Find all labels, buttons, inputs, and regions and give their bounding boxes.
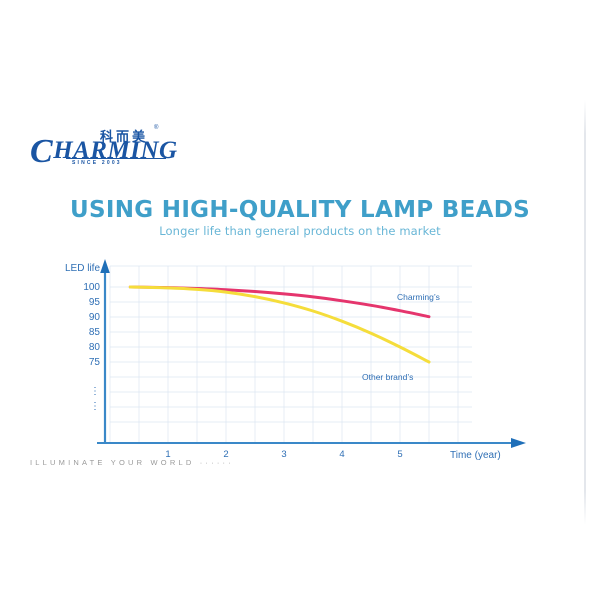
- x-tick-2: 2: [223, 449, 228, 460]
- charming-logo: CHARMING 科而美 ® SINCE 2003: [30, 125, 177, 170]
- page-subtitle: Longer life than general products on the…: [159, 224, 441, 238]
- right-edge-divider: [584, 100, 586, 525]
- y-axis-break-1: ⋮: [90, 386, 100, 397]
- logo-divider-rule: [66, 158, 166, 159]
- series-annotation-charmings: Charming’s: [397, 292, 440, 302]
- series-line-other-brands: [128, 285, 431, 364]
- y-tick-0: 100: [83, 282, 100, 293]
- y-tick-3: 85: [89, 327, 101, 338]
- x-tick-4: 4: [339, 449, 344, 460]
- x-axis-tick-labels: 1 2 3 4 5: [165, 449, 402, 460]
- y-axis-title: LED life: [65, 263, 100, 274]
- logo-initial: C: [30, 133, 54, 170]
- y-tick-5: 75: [89, 357, 101, 368]
- logo-chinese-name: 科而美: [100, 130, 149, 145]
- y-axis: [100, 259, 110, 444]
- y-axis-break-2: ⋮: [90, 401, 100, 412]
- y-tick-2: 90: [89, 312, 101, 323]
- x-tick-3: 3: [281, 449, 286, 460]
- x-axis: [97, 438, 526, 448]
- registered-mark-icon: ®: [154, 125, 159, 131]
- chart-svg: 100 95 90 85 80 75 ⋮ ⋮ LED life 1 2 3 4 …: [65, 259, 526, 461]
- y-tick-1: 95: [89, 297, 101, 308]
- led-life-chart: 100 95 90 85 80 75 ⋮ ⋮ LED life 1 2 3 4 …: [52, 258, 532, 463]
- x-tick-1: 1: [165, 449, 170, 460]
- y-axis-tick-labels: 100 95 90 85 80 75 ⋮ ⋮: [83, 282, 100, 412]
- x-axis-title: Time (year): [450, 450, 501, 461]
- x-tick-5: 5: [397, 449, 402, 460]
- page-title: USING HIGH-QUALITY LAMP BEADS: [70, 197, 530, 223]
- logo-since-text: SINCE 2003: [72, 160, 122, 166]
- footer-tagline: ILLUMINATE YOUR WORLD ······: [30, 458, 234, 467]
- y-tick-4: 80: [89, 342, 101, 353]
- series-annotation-other-brands: Other brand’s: [362, 372, 413, 382]
